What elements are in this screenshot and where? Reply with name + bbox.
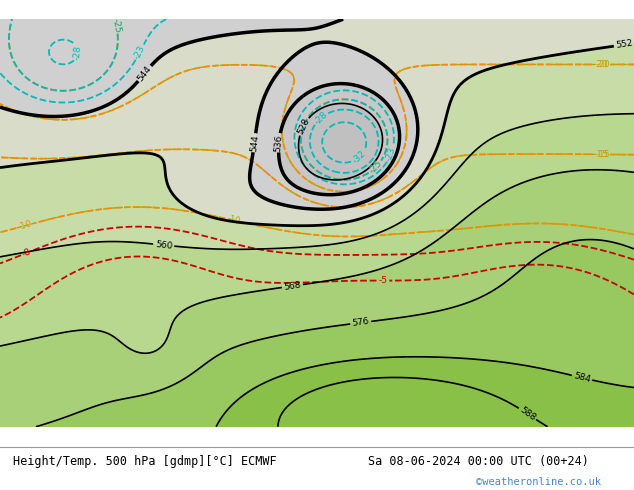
Text: -28: -28 — [73, 45, 83, 60]
Text: 560: 560 — [155, 240, 172, 250]
Text: -28: -28 — [312, 110, 329, 126]
Text: -25: -25 — [110, 17, 122, 33]
Text: Sa 08-06-2024 00:00 UTC (00+24): Sa 08-06-2024 00:00 UTC (00+24) — [368, 455, 588, 468]
Text: -10: -10 — [17, 219, 34, 232]
Text: 528: 528 — [295, 117, 311, 136]
Text: -10: -10 — [226, 214, 241, 226]
Text: Height/Temp. 500 hPa [gdmp][°C] ECMWF: Height/Temp. 500 hPa [gdmp][°C] ECMWF — [13, 455, 276, 468]
Text: 536: 536 — [274, 134, 284, 152]
Text: -32: -32 — [351, 149, 368, 166]
Text: -25: -25 — [367, 159, 384, 176]
Text: 544: 544 — [249, 134, 260, 152]
Text: -23: -23 — [384, 146, 398, 163]
Text: 544: 544 — [136, 64, 153, 83]
Text: 576: 576 — [351, 317, 370, 328]
Text: -8: -8 — [21, 247, 33, 259]
Text: -15: -15 — [593, 150, 608, 159]
Text: -20: -20 — [593, 60, 608, 69]
Text: 552: 552 — [615, 39, 633, 50]
Text: -15: -15 — [597, 150, 611, 159]
Text: -25: -25 — [110, 17, 122, 33]
Text: -25: -25 — [367, 159, 384, 176]
Text: ©weatheronline.co.uk: ©weatheronline.co.uk — [476, 477, 600, 487]
Text: -20: -20 — [597, 60, 611, 69]
Text: -23: -23 — [133, 44, 147, 61]
Text: -5: -5 — [378, 276, 387, 285]
Text: 588: 588 — [518, 405, 537, 422]
Text: 584: 584 — [573, 371, 592, 384]
Text: 568: 568 — [283, 280, 302, 292]
